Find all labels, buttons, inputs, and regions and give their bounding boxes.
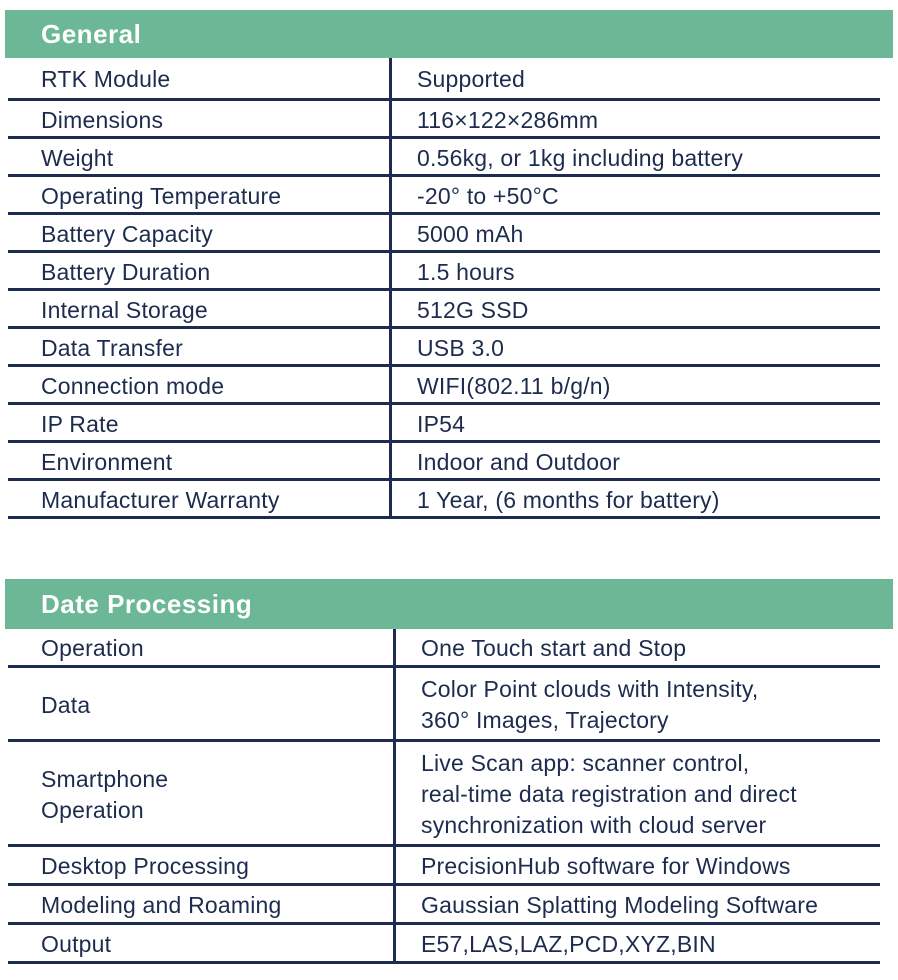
table-row: Manufacturer Warranty 1 Year, (6 months … (5, 481, 893, 519)
spec-label: Battery Capacity (5, 215, 392, 253)
spec-label: Environment (5, 443, 392, 481)
spec-label: Connection mode (5, 367, 392, 405)
table-row: Output E57,LAS,LAZ,PCD,XYZ,BIN (5, 925, 893, 964)
spec-label: Smartphone Operation (5, 742, 396, 847)
section-header-date-processing: Date Processing (5, 579, 893, 629)
spec-value: One Touch start and Stop (421, 635, 687, 661)
spec-value: E57,LAS,LAZ,PCD,XYZ,BIN (421, 931, 716, 957)
spec-value: 0.56kg, or 1kg including battery (417, 144, 744, 171)
table-row: IP Rate IP54 (5, 405, 893, 443)
table-row: Modeling and Roaming Gaussian Splatting … (5, 886, 893, 925)
table-row: RTK Module Supported (5, 58, 893, 101)
section-title-date-processing: Date Processing (41, 588, 253, 619)
spec-label: Operation (5, 629, 396, 668)
table-row: Internal Storage 512G SSD (5, 291, 893, 329)
table-row: Connection mode WIFI(802.11 b/g/n) (5, 367, 893, 405)
spec-label: Dimensions (5, 101, 392, 139)
spec-label: Internal Storage (5, 291, 392, 329)
table-row: Smartphone Operation Live Scan app: scan… (5, 742, 893, 847)
spec-label: IP Rate (5, 405, 392, 443)
spec-value: Gaussian Splatting Modeling Software (421, 892, 819, 918)
general-table: RTK Module Supported Dimensions 116×122×… (5, 58, 893, 519)
table-row: Battery Duration 1.5 hours (5, 253, 893, 291)
spec-label: Output (5, 925, 396, 964)
spec-value: Indoor and Outdoor (417, 448, 621, 475)
spec-value: 1.5 hours (417, 258, 515, 285)
spec-value: Color Point clouds with Intensity, 360° … (421, 676, 759, 733)
spec-label: Desktop Processing (5, 847, 396, 886)
spec-label: Data (5, 668, 396, 742)
spec-label: Weight (5, 139, 392, 177)
spec-value: Supported (417, 66, 525, 92)
spec-label: Modeling and Roaming (5, 886, 396, 925)
table-row: Operation One Touch start and Stop (5, 629, 893, 668)
table-row: Battery Capacity 5000 mAh (5, 215, 893, 253)
spec-value: PrecisionHub software for Windows (421, 853, 791, 879)
spec-value: WIFI(802.11 b/g/n) (417, 372, 611, 399)
table-row: Desktop Processing PrecisionHub software… (5, 847, 893, 886)
spec-value: 1 Year, (6 months for battery) (417, 486, 720, 513)
spec-value: Live Scan app: scanner control, real-tim… (421, 750, 797, 838)
section-general: General RTK Module Supported Dimensions … (5, 10, 893, 519)
table-row: Environment Indoor and Outdoor (5, 443, 893, 481)
table-row: Operating Temperature -20° to +50°C (5, 177, 893, 215)
spec-value: 512G SSD (417, 296, 529, 323)
table-row: Data Color Point clouds with Intensity, … (5, 668, 893, 742)
spec-label: Operating Temperature (5, 177, 392, 215)
spec-value: USB 3.0 (417, 334, 505, 361)
table-row: Data Transfer USB 3.0 (5, 329, 893, 367)
section-date-processing: Date Processing Operation One Touch star… (5, 579, 893, 964)
spec-value: 5000 mAh (417, 220, 524, 247)
table-row: Weight 0.56kg, or 1kg including battery (5, 139, 893, 177)
spec-value: -20° to +50°C (417, 182, 559, 209)
table-row: Dimensions 116×122×286mm (5, 101, 893, 139)
spec-label: RTK Module (5, 58, 392, 101)
date-processing-table: Operation One Touch start and Stop Data … (5, 629, 893, 964)
section-header-general: General (5, 10, 893, 58)
spec-label: Battery Duration (5, 253, 392, 291)
spec-label: Manufacturer Warranty (5, 481, 392, 519)
section-title-general: General (41, 18, 142, 49)
spec-value: 116×122×286mm (417, 106, 599, 133)
spec-value: IP54 (417, 410, 466, 437)
spec-label: Data Transfer (5, 329, 392, 367)
